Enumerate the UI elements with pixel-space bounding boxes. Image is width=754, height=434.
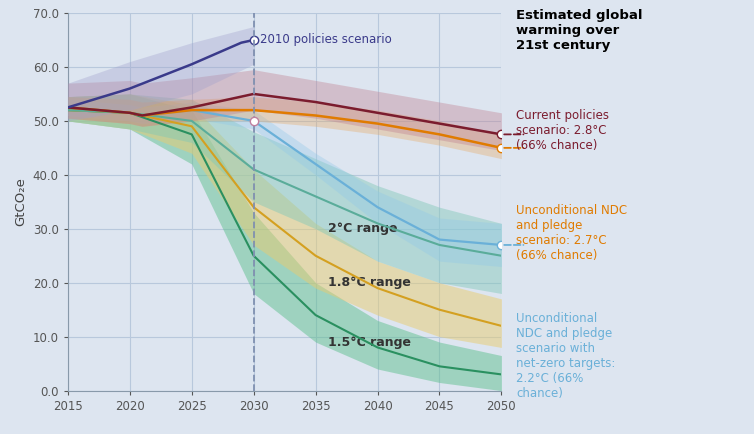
Text: 2°C range: 2°C range xyxy=(328,222,397,235)
Y-axis label: GtCO₂e: GtCO₂e xyxy=(14,178,27,226)
Text: Estimated global
warming over
21st century: Estimated global warming over 21st centu… xyxy=(516,9,643,52)
Text: Current policies
scenario: 2.8°C
(66% chance): Current policies scenario: 2.8°C (66% ch… xyxy=(516,108,609,151)
Text: 1.5°C range: 1.5°C range xyxy=(328,335,411,349)
Text: 2010 policies scenario: 2010 policies scenario xyxy=(260,33,391,46)
Text: 1.8°C range: 1.8°C range xyxy=(328,276,411,289)
Text: Unconditional NDC
and pledge
scenario: 2.7°C
(66% chance): Unconditional NDC and pledge scenario: 2… xyxy=(516,204,627,262)
Text: Unconditional
NDC and pledge
scenario with
net-zero targets:
2.2°C (66%
chance): Unconditional NDC and pledge scenario wi… xyxy=(516,312,616,401)
